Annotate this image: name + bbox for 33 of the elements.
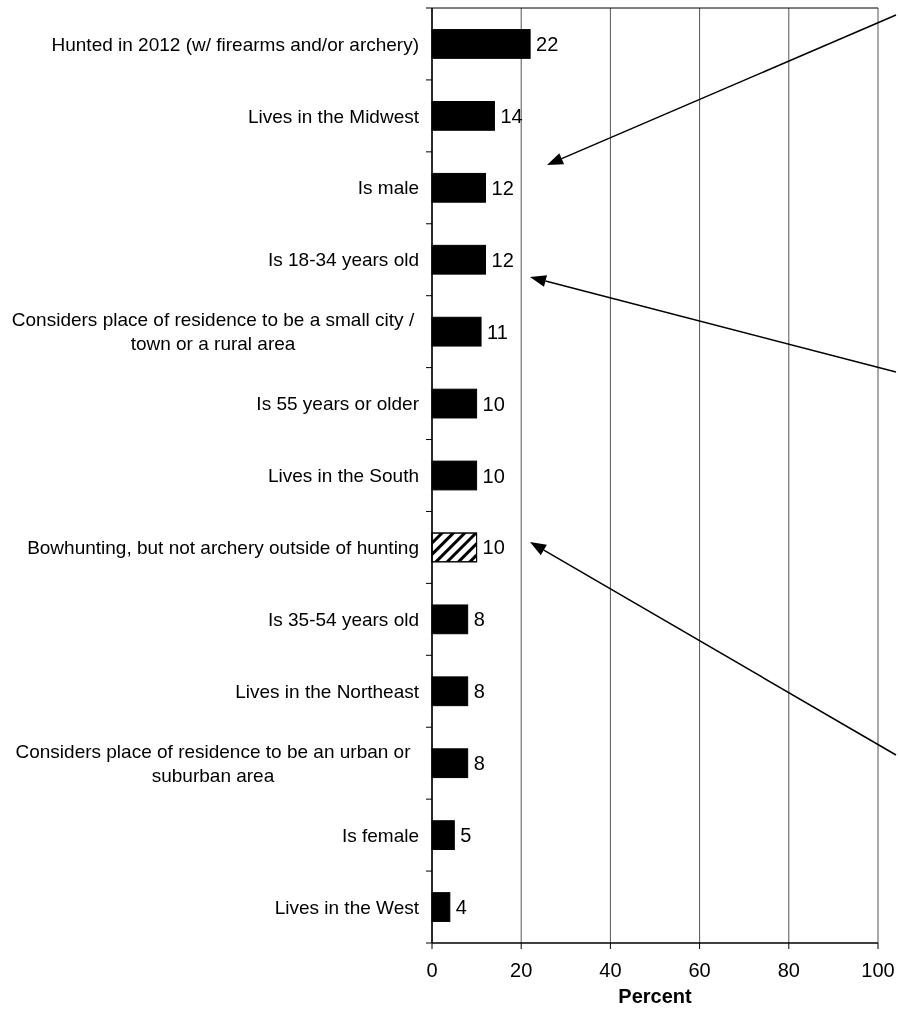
- y-tick-label: Considers place of residence to be a small city / town or a rural area: [11, 309, 415, 355]
- data-label: 10: [482, 392, 505, 415]
- x-tick-label: 40: [599, 959, 622, 981]
- data-label: 12: [491, 248, 514, 271]
- y-tick-label: Considers place of residence to be an urban or suburban area: [15, 740, 412, 786]
- x-tick-label: 60: [688, 959, 711, 981]
- y-tick-label: Is 35-54 years old: [267, 609, 419, 630]
- y-tick-label: Lives in the Midwest: [247, 105, 420, 127]
- x-tick-label: 20: [510, 959, 533, 981]
- y-tick-label: Bowhunting, but not archery outside of hunting: [27, 537, 419, 559]
- x-tick-label: 100: [861, 959, 895, 981]
- y-tick-label: Lives in the Northeast: [235, 680, 420, 702]
- y-tick-label: Is 18-34 years old: [267, 249, 419, 271]
- y-tick-label: Is 55 years or older: [256, 393, 420, 415]
- data-label: 11: [487, 320, 508, 343]
- data-label: 5: [460, 824, 472, 847]
- x-tick-label: 0: [426, 959, 438, 981]
- x-tick-label: 80: [777, 959, 800, 981]
- y-tick-label: Is female: [341, 824, 419, 846]
- data-label: 10: [482, 536, 505, 559]
- y-tick-label: Is male: [357, 177, 419, 199]
- data-label: 8: [473, 752, 485, 775]
- y-tick-label: Lives in the South: [267, 465, 419, 487]
- data-label: 12: [491, 176, 514, 199]
- y-tick-label: Lives in the West: [274, 896, 420, 918]
- x-axis-title: Percent: [618, 985, 693, 1007]
- data-label: 22: [536, 32, 559, 55]
- data-label: 8: [473, 608, 485, 631]
- y-tick-label: Hunted in 2012 (w/ firearms and/or archery): [51, 33, 419, 55]
- data-label: 4: [455, 896, 467, 919]
- data-label: 8: [473, 680, 485, 703]
- data-label: 10: [482, 464, 505, 487]
- data-label: 14: [500, 104, 523, 127]
